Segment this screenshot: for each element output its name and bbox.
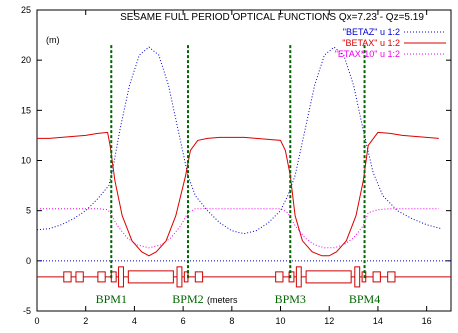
- bpm-label: BPM2: [172, 292, 203, 306]
- bpm-label: BPM4: [349, 292, 380, 306]
- legend-label: "BETAZ" u 1:2: [343, 27, 400, 37]
- lattice-magnet: [305, 270, 352, 284]
- x-axis-label: (meters: [207, 295, 238, 305]
- x-tick-label: 16: [422, 316, 432, 326]
- lattice-magnet: [63, 271, 72, 283]
- lattice-magnet: [295, 266, 302, 288]
- x-tick-label: 6: [181, 316, 186, 326]
- legend-label: "ETAX*10" u 1:2: [335, 49, 400, 59]
- bpm-markers: BPM1 BPM2 BPM3 BPM4: [96, 45, 380, 306]
- series-line-0: [36, 46, 442, 235]
- y-axis-label: (m): [46, 35, 60, 45]
- y-tick-label: 20: [21, 55, 31, 65]
- lattice-magnet: [176, 266, 183, 288]
- y-tick-label: 10: [21, 156, 31, 166]
- x-tick-label: 4: [132, 316, 137, 326]
- y-tick-label: -5: [23, 306, 31, 316]
- lattice-magnet: [372, 271, 381, 283]
- bpm-label: BPM1: [96, 292, 127, 306]
- lattice-magnet: [97, 271, 106, 283]
- lattice-magnet: [275, 271, 284, 283]
- x-tick-label: 8: [229, 316, 234, 326]
- lattice-magnet: [387, 271, 396, 283]
- x-tick-label: 14: [373, 316, 383, 326]
- series-lines: [36, 46, 442, 257]
- y-tick-label: 0: [26, 256, 31, 266]
- x-tick-label: 12: [324, 316, 334, 326]
- bpm-label: BPM3: [275, 292, 306, 306]
- chart-title: SESAME FULL PERIOD OPTICAL FUNCTIONS Qx=…: [120, 12, 424, 23]
- series-line-2: [37, 208, 439, 249]
- lattice-magnet: [194, 271, 204, 283]
- lattice-magnet: [75, 271, 84, 283]
- lattice-layout: [37, 260, 451, 288]
- legend: "BETAZ" u 1:2"BETAX" u 1:2"ETAX*10" u 1:…: [335, 27, 446, 59]
- legend-label: "BETAX" u 1:2: [342, 38, 400, 48]
- y-tick-label: 5: [26, 206, 31, 216]
- lattice-magnet: [127, 270, 174, 284]
- lattice-magnet: [354, 266, 361, 288]
- y-tick-label: 25: [21, 5, 31, 15]
- lattice-magnet: [288, 271, 295, 283]
- y-tick-label: 15: [21, 105, 31, 115]
- x-tick-label: 2: [83, 316, 88, 326]
- lattice-magnet: [118, 266, 124, 288]
- x-tick-label: 10: [276, 316, 286, 326]
- x-tick-label: 0: [34, 316, 39, 326]
- series-line-1: [37, 131, 439, 257]
